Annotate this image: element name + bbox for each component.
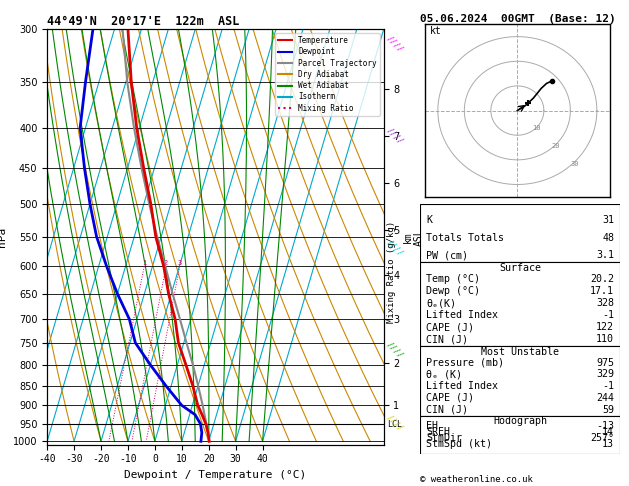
Y-axis label: km
ASL: km ASL [403,228,424,246]
Text: kt: kt [430,26,442,36]
Text: CAPE (J): CAPE (J) [426,393,474,403]
Bar [420,261,620,346]
Text: ////: //// [384,126,404,146]
Text: PW (cm): PW (cm) [426,250,468,260]
Text: LCL: LCL [387,420,402,429]
Text: Pressure (mb): Pressure (mb) [426,358,504,368]
Text: Dewp (°C): Dewp (°C) [426,286,480,296]
Text: 20.2: 20.2 [590,274,614,284]
Text: 122: 122 [596,322,614,332]
Text: 30: 30 [571,161,579,167]
Text: StmDir: StmDir [426,433,462,443]
Text: 05.06.2024  00GMT  (Base: 12): 05.06.2024 00GMT (Base: 12) [420,14,616,24]
Text: Lifted Index: Lifted Index [426,310,498,320]
Text: StmSpd (kt): StmSpd (kt) [426,439,492,450]
Text: CIN (J): CIN (J) [426,334,468,345]
Text: 3: 3 [177,260,182,266]
Text: 31: 31 [602,215,614,226]
Text: 20: 20 [551,143,560,149]
Text: -1: -1 [602,310,614,320]
Text: CIN (J): CIN (J) [426,405,468,415]
Text: 44°49'N  20°17'E  122m  ASL: 44°49'N 20°17'E 122m ASL [47,15,240,28]
Bar [420,346,620,416]
Text: 257°: 257° [590,433,614,443]
Text: 10: 10 [532,125,541,131]
Y-axis label: hPa: hPa [0,227,8,247]
Text: © weatheronline.co.uk: © weatheronline.co.uk [420,474,533,484]
Text: Most Unstable: Most Unstable [481,347,559,357]
Text: 48: 48 [602,233,614,243]
Text: ////: //// [384,340,404,360]
Text: ////: //// [384,34,404,54]
Text: SREH: SREH [426,427,450,437]
Text: 110: 110 [596,334,614,345]
Text: 329: 329 [596,369,614,380]
Text: ////: //// [384,413,404,433]
Text: 3.1: 3.1 [596,250,614,260]
Text: -13: -13 [596,420,614,431]
Text: 17.1: 17.1 [590,286,614,296]
Text: Mixing Ratio (g/kg): Mixing Ratio (g/kg) [387,221,396,323]
Text: 13: 13 [602,439,614,450]
Text: 14: 14 [602,427,614,437]
Text: Lifted Index: Lifted Index [426,381,498,391]
Text: Surface: Surface [499,263,541,273]
Text: 2: 2 [164,260,168,266]
Text: EH: EH [426,420,438,431]
X-axis label: Dewpoint / Temperature (°C): Dewpoint / Temperature (°C) [125,470,306,480]
Text: ////: //// [384,238,404,258]
Text: 975: 975 [596,358,614,368]
Text: 328: 328 [596,298,614,308]
Text: 59: 59 [602,405,614,415]
Text: θₑ(K): θₑ(K) [426,298,456,308]
Text: Totals Totals: Totals Totals [426,233,504,243]
Text: -1: -1 [602,381,614,391]
Text: θₑ (K): θₑ (K) [426,369,462,380]
Text: Temp (°C): Temp (°C) [426,274,480,284]
Legend: Temperature, Dewpoint, Parcel Trajectory, Dry Adiabat, Wet Adiabat, Isotherm, Mi: Temperature, Dewpoint, Parcel Trajectory… [276,33,380,116]
Text: 1: 1 [142,260,147,266]
Bar [420,416,620,454]
Bar [420,204,620,261]
Text: CAPE (J): CAPE (J) [426,322,474,332]
Text: 244: 244 [596,393,614,403]
Text: Hodograph: Hodograph [493,416,547,426]
Text: K: K [426,215,432,226]
